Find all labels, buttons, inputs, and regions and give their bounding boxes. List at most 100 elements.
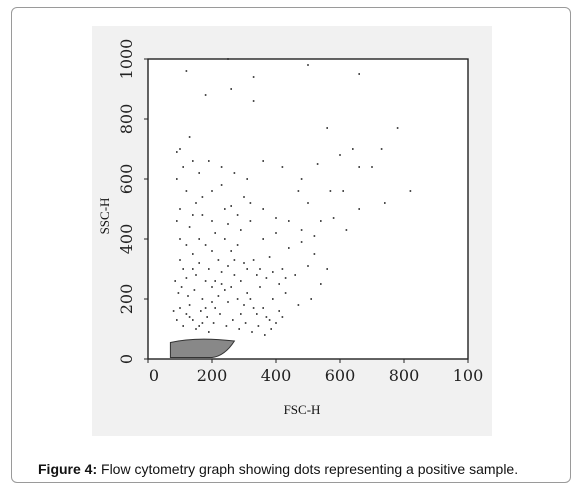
y-axis-title: SSC-H xyxy=(97,198,112,235)
data-point xyxy=(288,247,290,249)
plot-panel: 0 200 400 600 800 100 0 200 400 600 800 1000 FSC-H… xyxy=(92,26,492,436)
data-point xyxy=(275,217,277,219)
data-point xyxy=(307,202,309,204)
x-tick-label: 400 xyxy=(261,366,292,385)
data-point xyxy=(272,298,274,300)
data-point xyxy=(220,283,223,285)
data-point xyxy=(195,202,197,204)
data-point xyxy=(313,253,316,255)
data-point xyxy=(179,208,181,210)
data-point xyxy=(272,271,274,273)
data-point xyxy=(176,151,178,153)
data-point xyxy=(233,259,236,261)
data-point xyxy=(198,172,200,174)
data-point xyxy=(220,166,223,168)
data-point xyxy=(188,136,191,138)
data-point xyxy=(227,301,229,303)
data-point xyxy=(270,328,272,330)
data-point xyxy=(172,310,175,312)
data-point xyxy=(227,223,229,225)
data-point xyxy=(249,220,252,222)
y-tick-labels: 0 200 400 600 800 1000 xyxy=(117,39,148,364)
data-point xyxy=(204,280,207,282)
caption-text: Flow cytometry graph showing dots repres… xyxy=(97,461,519,477)
data-point xyxy=(240,229,242,231)
data-point xyxy=(211,220,213,222)
data-point xyxy=(198,238,200,240)
x-tick-label: 600 xyxy=(325,366,356,385)
data-point xyxy=(233,274,236,276)
data-point xyxy=(316,163,319,165)
data-point xyxy=(230,88,232,90)
data-point xyxy=(320,283,322,285)
data-point xyxy=(264,334,266,336)
data-point xyxy=(278,283,280,285)
data-point xyxy=(278,310,280,312)
data-point xyxy=(243,262,245,264)
data-point xyxy=(212,322,215,324)
data-point xyxy=(219,313,221,315)
data-point xyxy=(227,265,229,267)
data-point xyxy=(262,307,264,309)
data-point xyxy=(358,208,360,210)
data-point xyxy=(220,184,223,186)
data-point xyxy=(329,190,332,192)
data-point xyxy=(249,298,252,300)
data-point xyxy=(243,196,245,198)
data-point xyxy=(176,319,178,321)
data-point xyxy=(230,250,232,252)
data-point xyxy=(208,268,210,270)
data-point xyxy=(265,316,268,318)
data-point xyxy=(214,307,216,309)
data-point xyxy=(211,250,213,252)
data-point xyxy=(195,274,197,276)
data-point xyxy=(268,256,271,258)
data-point xyxy=(256,313,258,315)
data-point xyxy=(201,322,204,324)
data-point xyxy=(193,289,196,291)
y-tick-label: 800 xyxy=(117,104,136,135)
data-point xyxy=(185,190,188,192)
x-tick-labels: 0 200 400 600 800 100 xyxy=(147,359,483,385)
data-point xyxy=(188,304,191,306)
data-point xyxy=(192,319,194,321)
data-point xyxy=(345,229,348,231)
data-point xyxy=(307,64,309,66)
data-point xyxy=(300,229,303,231)
data-point xyxy=(180,286,183,288)
data-point xyxy=(195,328,197,330)
data-point xyxy=(243,304,245,306)
data-point xyxy=(249,202,252,204)
data-point xyxy=(371,166,373,168)
data-point xyxy=(204,244,207,246)
y-tick-label: 400 xyxy=(117,224,136,255)
data-point xyxy=(179,238,181,240)
data-point xyxy=(310,298,312,300)
data-point xyxy=(281,316,284,318)
data-point xyxy=(227,58,229,60)
data-point xyxy=(262,208,264,210)
data-point xyxy=(257,325,260,327)
data-point xyxy=(297,304,300,306)
data-point xyxy=(268,319,271,321)
data-point xyxy=(177,292,180,294)
data-point xyxy=(313,235,316,237)
data-point xyxy=(384,202,386,204)
data-point xyxy=(281,166,284,168)
data-point xyxy=(179,307,181,309)
data-point xyxy=(224,289,226,291)
data-point xyxy=(179,259,181,261)
points-layer xyxy=(172,58,412,336)
data-point xyxy=(262,160,264,162)
data-point xyxy=(320,220,322,222)
data-point xyxy=(224,208,226,210)
data-point xyxy=(326,268,328,270)
data-point xyxy=(300,178,303,180)
data-point xyxy=(326,127,328,129)
data-point xyxy=(281,268,284,270)
data-point xyxy=(185,244,188,246)
data-point xyxy=(380,148,383,150)
data-point xyxy=(230,205,232,207)
x-tick-label: 200 xyxy=(197,366,228,385)
